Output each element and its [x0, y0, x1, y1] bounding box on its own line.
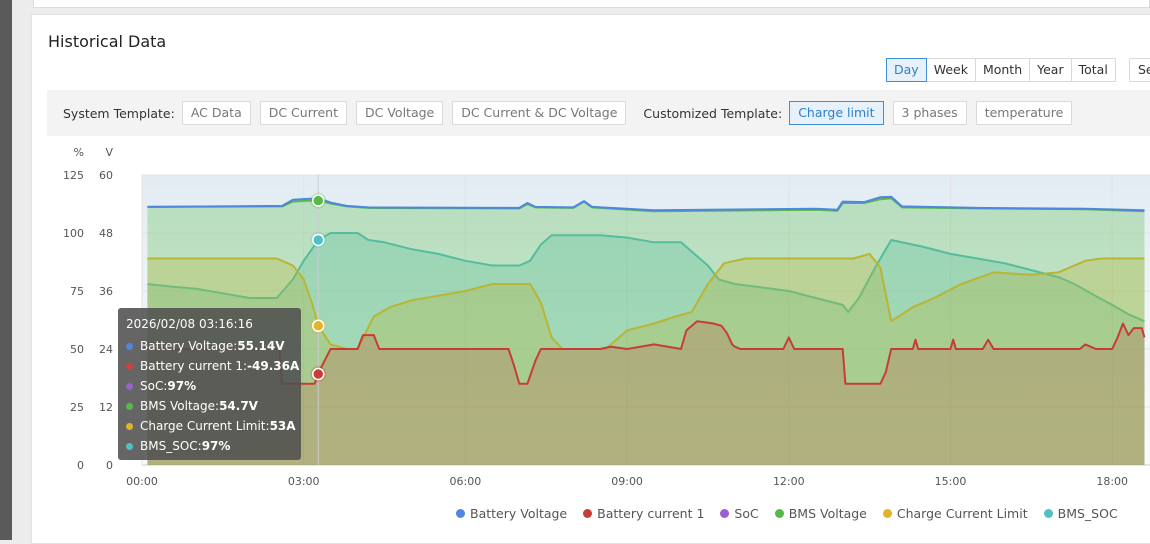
x-axis-tick-label: 12:00 — [773, 475, 805, 488]
legend-label: Charge Current Limit — [896, 506, 1028, 521]
right-axis-tick-label: 48 — [99, 227, 113, 240]
tooltip-value: 54.7V — [219, 399, 258, 413]
tooltip-dot-icon — [126, 422, 133, 430]
left-axis-tick-label: 0 — [77, 459, 84, 472]
legend-item-battery-voltage[interactable]: Battery Voltage — [456, 506, 567, 521]
template-charge-limit-button[interactable]: Charge limit — [789, 101, 884, 125]
legend-dot-icon — [720, 509, 730, 518]
x-axis-tick-label: 09:00 — [611, 475, 643, 488]
legend-dot-icon — [1043, 509, 1053, 518]
time-range-selector: Day Week Month Year Total — [886, 58, 1116, 82]
left-axis-unit-label: % — [74, 146, 84, 159]
tooltip-dot-icon — [126, 382, 133, 390]
series-line-1 — [147, 320, 1146, 385]
legend-label: Battery Voltage — [470, 506, 568, 521]
range-day-button[interactable]: Day — [886, 58, 927, 82]
page-title: Historical Data — [48, 32, 167, 51]
range-month-button[interactable]: Month — [974, 58, 1031, 82]
x-axis-tick-label: 06:00 — [450, 475, 482, 488]
right-axis-tick-label: 24 — [99, 343, 113, 356]
template-bar: System Template: AC Data DC Current DC V… — [47, 90, 1150, 136]
tooltip-label: Battery Voltage: — [140, 339, 238, 353]
right-axis-tick-label: 60 — [99, 169, 113, 182]
tooltip-label: Battery current 1: — [140, 359, 248, 373]
template-temperature-button[interactable]: temperature — [975, 101, 1073, 125]
customized-template-label: Customized Template: — [643, 105, 783, 121]
template-dc-current-voltage-button[interactable]: DC Current & DC Voltage — [452, 101, 627, 125]
template-3-phases-button[interactable]: 3 phases — [892, 101, 967, 125]
tooltip-row-battery-voltage: Battery Voltage: 55.14V — [126, 336, 293, 356]
chart-series — [147, 195, 1146, 465]
legend-item-soc[interactable]: SoC — [720, 506, 759, 521]
tooltip-label: BMS Voltage: — [140, 399, 220, 413]
legend-item-charge-limit[interactable]: Charge Current Limit — [882, 506, 1028, 521]
tooltip-row-bms-soc: BMS_SOC: 97% — [126, 436, 293, 456]
tooltip-row-battery-current: Battery current 1: -49.36A — [126, 356, 299, 376]
left-axis-tick-label: 50 — [70, 343, 84, 356]
left-axis-tick-label: 125 — [63, 169, 84, 182]
right-axis-tick-label: 36 — [99, 285, 113, 298]
legend-label: SoC — [734, 506, 759, 521]
series-area-3 — [147, 198, 1145, 465]
right-axis-tick-label: 0 — [106, 459, 113, 472]
legend-label: BMS Voltage — [788, 506, 867, 521]
left-axis-tick-label: 25 — [70, 401, 84, 414]
series-area-5 — [147, 233, 1145, 465]
tooltip-time: 2026/02/08 03:16:16 — [126, 317, 253, 331]
tooltip-dot-icon — [126, 342, 133, 350]
tooltip-dot-icon — [126, 402, 133, 410]
tooltip-marker — [312, 233, 325, 247]
legend-dot-icon — [882, 509, 892, 518]
x-axis-tick-label: 03:00 — [288, 475, 320, 488]
series-area-4 — [147, 253, 1145, 465]
tooltip-markers — [310, 175, 327, 465]
legend-item-battery-current[interactable]: Battery current 1 — [583, 506, 704, 521]
left-axis-tick-label: 75 — [70, 285, 84, 298]
tooltip-value: 55.14V — [237, 339, 285, 353]
legend-dot-icon — [583, 509, 593, 518]
right-axis-unit-label: V — [105, 146, 113, 159]
tooltip-marker — [312, 319, 325, 333]
chart-axes: 0 25 50 75 100 125 0 12 24 36 48 60% V 00:00 03:00 06:0… — [63, 146, 1128, 488]
tooltip-marker — [312, 367, 325, 381]
x-axis-tick-label: 18:00 — [1096, 475, 1128, 488]
template-ac-data-button[interactable]: AC Data — [181, 101, 251, 125]
chart-legend: Battery Voltage Battery current 1 SoC BM… — [456, 506, 1134, 521]
series-area-1 — [147, 321, 1145, 465]
window-edge — [0, 0, 12, 540]
tooltip-value: 97% — [167, 379, 197, 393]
left-axis-tick-label: 100 — [63, 227, 84, 240]
plot-background — [142, 175, 1150, 465]
tooltip-marker — [312, 194, 325, 207]
right-axis-tick-label: 12 — [99, 401, 113, 414]
legend-item-bms-soc[interactable]: BMS_SOC — [1043, 506, 1118, 521]
tooltip-label: SoC: — [140, 379, 168, 393]
chart-grid — [141, 174, 1150, 466]
x-axis-tick-label: 00:00 — [126, 475, 158, 488]
tooltip-value: 53A — [269, 419, 296, 433]
system-template-label: System Template: — [63, 105, 175, 121]
template-dc-voltage-button[interactable]: DC Voltage — [356, 101, 444, 125]
tooltip-row-charge-limit: Charge Current Limit: 53A — [126, 416, 296, 436]
template-dc-current-button[interactable]: DC Current — [259, 101, 348, 125]
tooltip-value: 97% — [201, 439, 231, 453]
legend-label: BMS_SOC — [1057, 506, 1118, 521]
legend-item-bms-voltage[interactable]: BMS Voltage — [774, 506, 867, 521]
tooltip-row-soc: SoC: 97% — [126, 376, 293, 396]
tooltip-dot-icon — [126, 362, 133, 370]
tooltip-value: -49.36A — [247, 359, 300, 373]
tooltip-label: BMS_SOC: — [140, 439, 202, 453]
legend-label: Battery current 1 — [597, 506, 705, 521]
tooltip-row-bms-voltage: BMS Voltage: 54.7V — [126, 396, 293, 416]
series-line-5 — [147, 232, 1145, 323]
legend-dot-icon — [774, 509, 784, 518]
chart-tooltip: 2026/02/08 03:16:16 Battery Voltage: 55.… — [118, 308, 301, 460]
x-axis-tick-label: 15:00 — [935, 475, 967, 488]
legend-dot-icon — [456, 509, 465, 518]
range-total-button[interactable]: Total — [1070, 58, 1116, 82]
settings-select[interactable]: Se — [1129, 58, 1150, 82]
tooltip-label: Charge Current Limit: — [140, 419, 270, 433]
tooltip-dot-icon — [126, 442, 133, 450]
